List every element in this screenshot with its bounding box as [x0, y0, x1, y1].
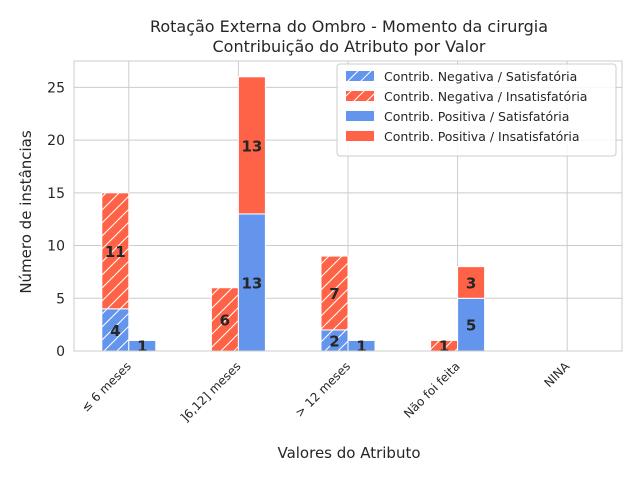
bar-hatch — [211, 287, 239, 351]
data-label: 13 — [241, 274, 262, 292]
legend: Contrib. Negativa / Satisfatória Contrib.… — [336, 63, 617, 157]
bar-segment — [237, 76, 266, 215]
bar-hatch — [321, 329, 348, 351]
x-tick-label: ]6,12] meses — [178, 359, 244, 425]
legend-swatch — [346, 111, 374, 121]
plot-border — [73, 60, 623, 352]
x-ticks: ≤ 6 meses ]6,12] meses > 12 meses Não foi f… — [79, 359, 573, 425]
x-tick-label: NINA — [541, 359, 572, 390]
data-label: 13 — [241, 137, 262, 155]
y-tick-label: 0 — [56, 344, 65, 360]
y-tick-label: 10 — [47, 239, 65, 255]
data-label: 4 — [110, 322, 120, 340]
plot-frame — [73, 60, 623, 352]
chart-title: Rotação Externa do Ombro - Momento da ci… — [150, 17, 548, 36]
bar-hatch — [430, 340, 458, 351]
bar-hatch — [321, 256, 348, 330]
x-axis-label: Valores do Atributo — [277, 444, 420, 462]
x-tick-label: > 12 meses — [292, 359, 353, 420]
y-ticks: 0 5 10 15 20 25 — [47, 80, 65, 360]
y-axis-label: Número de instâncias — [17, 130, 35, 294]
bar-segment — [457, 266, 486, 299]
y-tick-label: 15 — [47, 186, 65, 202]
x-tick-label: ≤ 6 meses — [79, 359, 134, 414]
legend-swatch-hatch — [346, 71, 374, 81]
data-label: 6 — [220, 311, 230, 329]
x-tick-label: Não foi feita — [401, 359, 463, 421]
y-tick-label: 5 — [56, 291, 65, 307]
data-label: 5 — [466, 317, 476, 335]
bar-hatch — [101, 192, 129, 309]
legend-label: Contrib. Positiva / Insatisfatória — [384, 129, 580, 144]
data-label: 3 — [466, 274, 476, 292]
data-label: 11 — [105, 243, 126, 261]
legend-swatch-hatch — [346, 91, 374, 101]
legend-label: Contrib. Negativa / Insatisfatória — [384, 89, 587, 104]
data-label: 7 — [329, 285, 339, 303]
y-tick-label: 20 — [47, 133, 65, 149]
legend-label: Contrib. Negativa / Satisfatória — [384, 69, 577, 84]
legend-label: Contrib. Positiva / Satisfatória — [384, 109, 569, 124]
bar-segment — [457, 297, 486, 352]
legend-swatch — [346, 131, 374, 141]
data-label: 1 — [439, 338, 449, 356]
chart-subtitle: Contribuição do Atributo por Valor — [213, 37, 486, 56]
data-label: 1 — [137, 338, 147, 356]
bars — [101, 76, 486, 352]
data-label: 2 — [329, 332, 339, 350]
y-tick-label: 25 — [47, 80, 65, 96]
bar-hatch — [101, 308, 129, 351]
bar-segment — [237, 213, 266, 352]
data-label: 1 — [356, 338, 366, 356]
legend-box — [336, 63, 617, 157]
